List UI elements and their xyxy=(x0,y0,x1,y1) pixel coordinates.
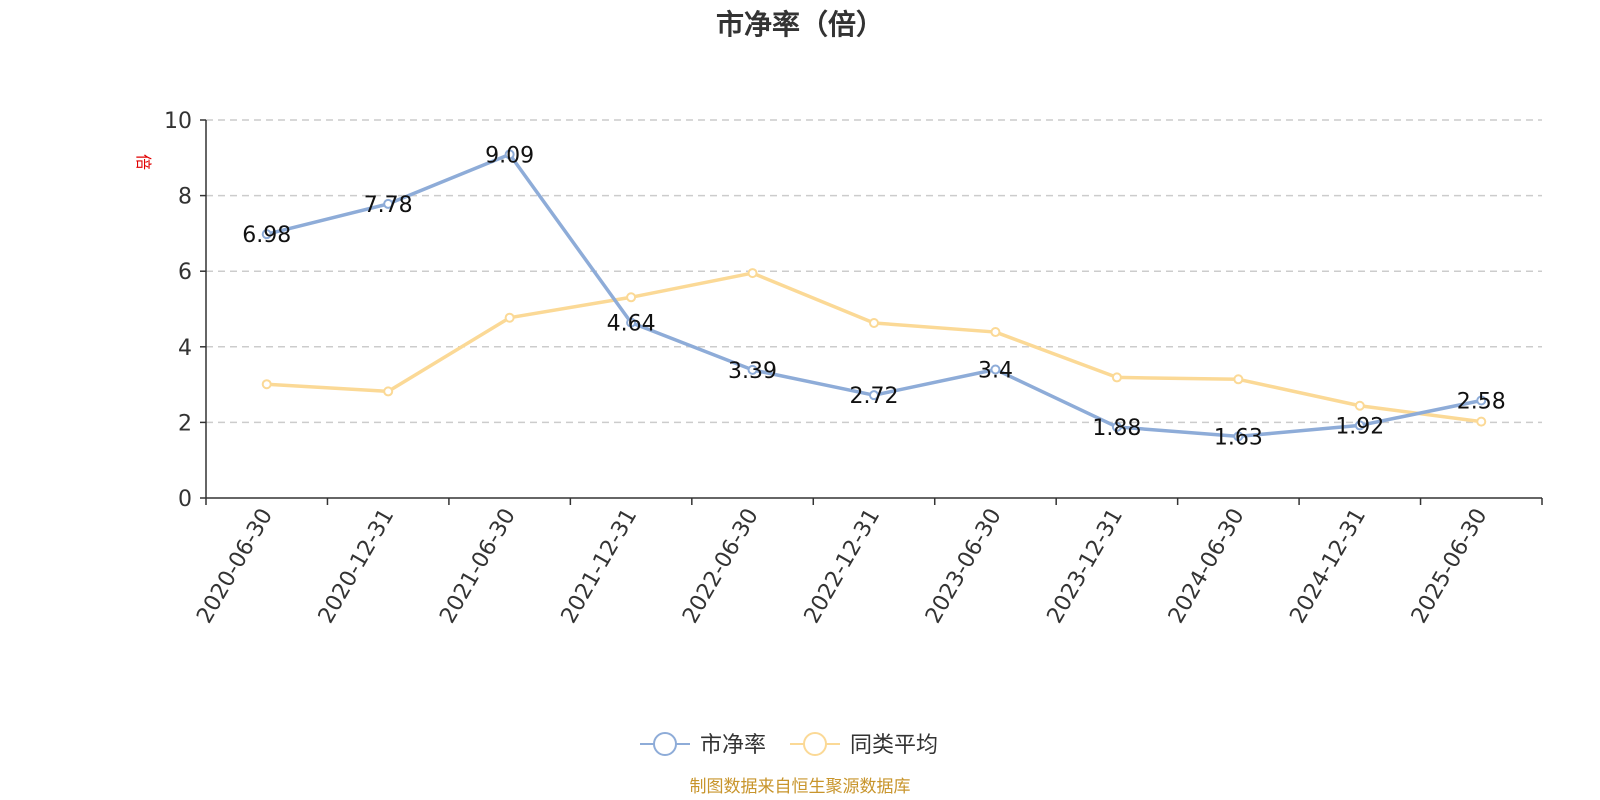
x-tick-label: 2025-06-30 xyxy=(1407,505,1493,628)
source-note: 制图数据来自恒生聚源数据库 xyxy=(690,777,911,797)
data-label: 1.92 xyxy=(1335,414,1384,439)
legend-label: 市净率 xyxy=(700,733,766,758)
data-label: 2.72 xyxy=(850,384,899,409)
data-point[interactable] xyxy=(869,317,879,328)
data-point[interactable] xyxy=(990,364,1001,375)
x-tick-label: 2024-06-30 xyxy=(1164,505,1250,628)
legend-item[interactable]: 同类平均 xyxy=(790,732,938,758)
y-tick-label: 6 xyxy=(178,260,192,285)
data-point[interactable] xyxy=(869,390,879,401)
data-point[interactable] xyxy=(1476,395,1487,406)
data-point[interactable] xyxy=(1111,421,1122,432)
data-point[interactable] xyxy=(1476,416,1487,427)
x-tick-label: 2021-12-31 xyxy=(557,505,643,628)
data-label: 6.98 xyxy=(242,223,291,248)
x-tick-label: 2020-12-31 xyxy=(314,505,400,628)
legend[interactable]: 市净率 同类平均 xyxy=(640,732,938,758)
y-tick-label: 2 xyxy=(178,411,192,436)
data-point[interactable] xyxy=(1233,431,1244,442)
data-label: 2.58 xyxy=(1457,389,1506,414)
data-point[interactable] xyxy=(747,364,758,375)
x-tick-label: 2021-06-30 xyxy=(435,505,521,628)
x-tick-label: 2023-12-31 xyxy=(1043,505,1129,628)
y-tick-label: 8 xyxy=(178,185,192,210)
y-axis-unit-label: 倍 xyxy=(134,154,153,170)
data-point[interactable] xyxy=(990,327,1001,338)
data-point[interactable] xyxy=(747,268,758,279)
data-label: 9.09 xyxy=(485,143,534,168)
data-point[interactable] xyxy=(1233,374,1244,385)
data-point[interactable] xyxy=(626,317,637,328)
x-tick-label: 2020-06-30 xyxy=(192,505,278,628)
data-point[interactable] xyxy=(1354,400,1365,411)
data-point[interactable] xyxy=(261,379,272,390)
data-point[interactable] xyxy=(626,292,637,303)
legend-label: 同类平均 xyxy=(850,733,938,758)
data-point[interactable] xyxy=(1354,420,1365,431)
y-tick-label: 0 xyxy=(178,487,192,512)
chart-title: 市净率（倍） xyxy=(716,8,884,41)
x-tick-label: 2023-06-30 xyxy=(921,505,1007,628)
data-label: 7.78 xyxy=(364,193,413,218)
data-label: 3.39 xyxy=(728,359,777,384)
data-point[interactable] xyxy=(261,229,272,240)
axes: 0 2 4 6 8 10 2020-06-30 2020-12-31 2021-06-30 202… xyxy=(164,109,1543,628)
y-tick-label: 4 xyxy=(178,336,192,361)
data-point[interactable] xyxy=(504,149,515,160)
data-point[interactable] xyxy=(383,198,394,209)
grid-lines xyxy=(206,119,1542,424)
data-label: 1.63 xyxy=(1214,425,1263,450)
data-point[interactable] xyxy=(504,312,515,323)
x-tick-label: 2022-06-30 xyxy=(678,505,764,628)
legend-item[interactable]: 市净率 xyxy=(640,732,766,758)
legend-marker xyxy=(653,732,677,756)
series-layer: 6.98 7.78 9.09 4.64 3.39 2.72 3.4 1.88 1.63 1.92 2… xyxy=(242,143,1506,450)
data-label: 3.4 xyxy=(978,358,1013,383)
x-tick-label: 2024-12-31 xyxy=(1285,505,1371,628)
x-tick-label: 2022-12-31 xyxy=(800,505,886,628)
legend-marker xyxy=(803,732,827,756)
data-label: 4.64 xyxy=(607,312,656,337)
data-point[interactable] xyxy=(383,386,394,397)
data-label: 1.88 xyxy=(1092,416,1141,441)
y-tick-label: 10 xyxy=(164,109,192,134)
data-point[interactable] xyxy=(1111,372,1122,383)
